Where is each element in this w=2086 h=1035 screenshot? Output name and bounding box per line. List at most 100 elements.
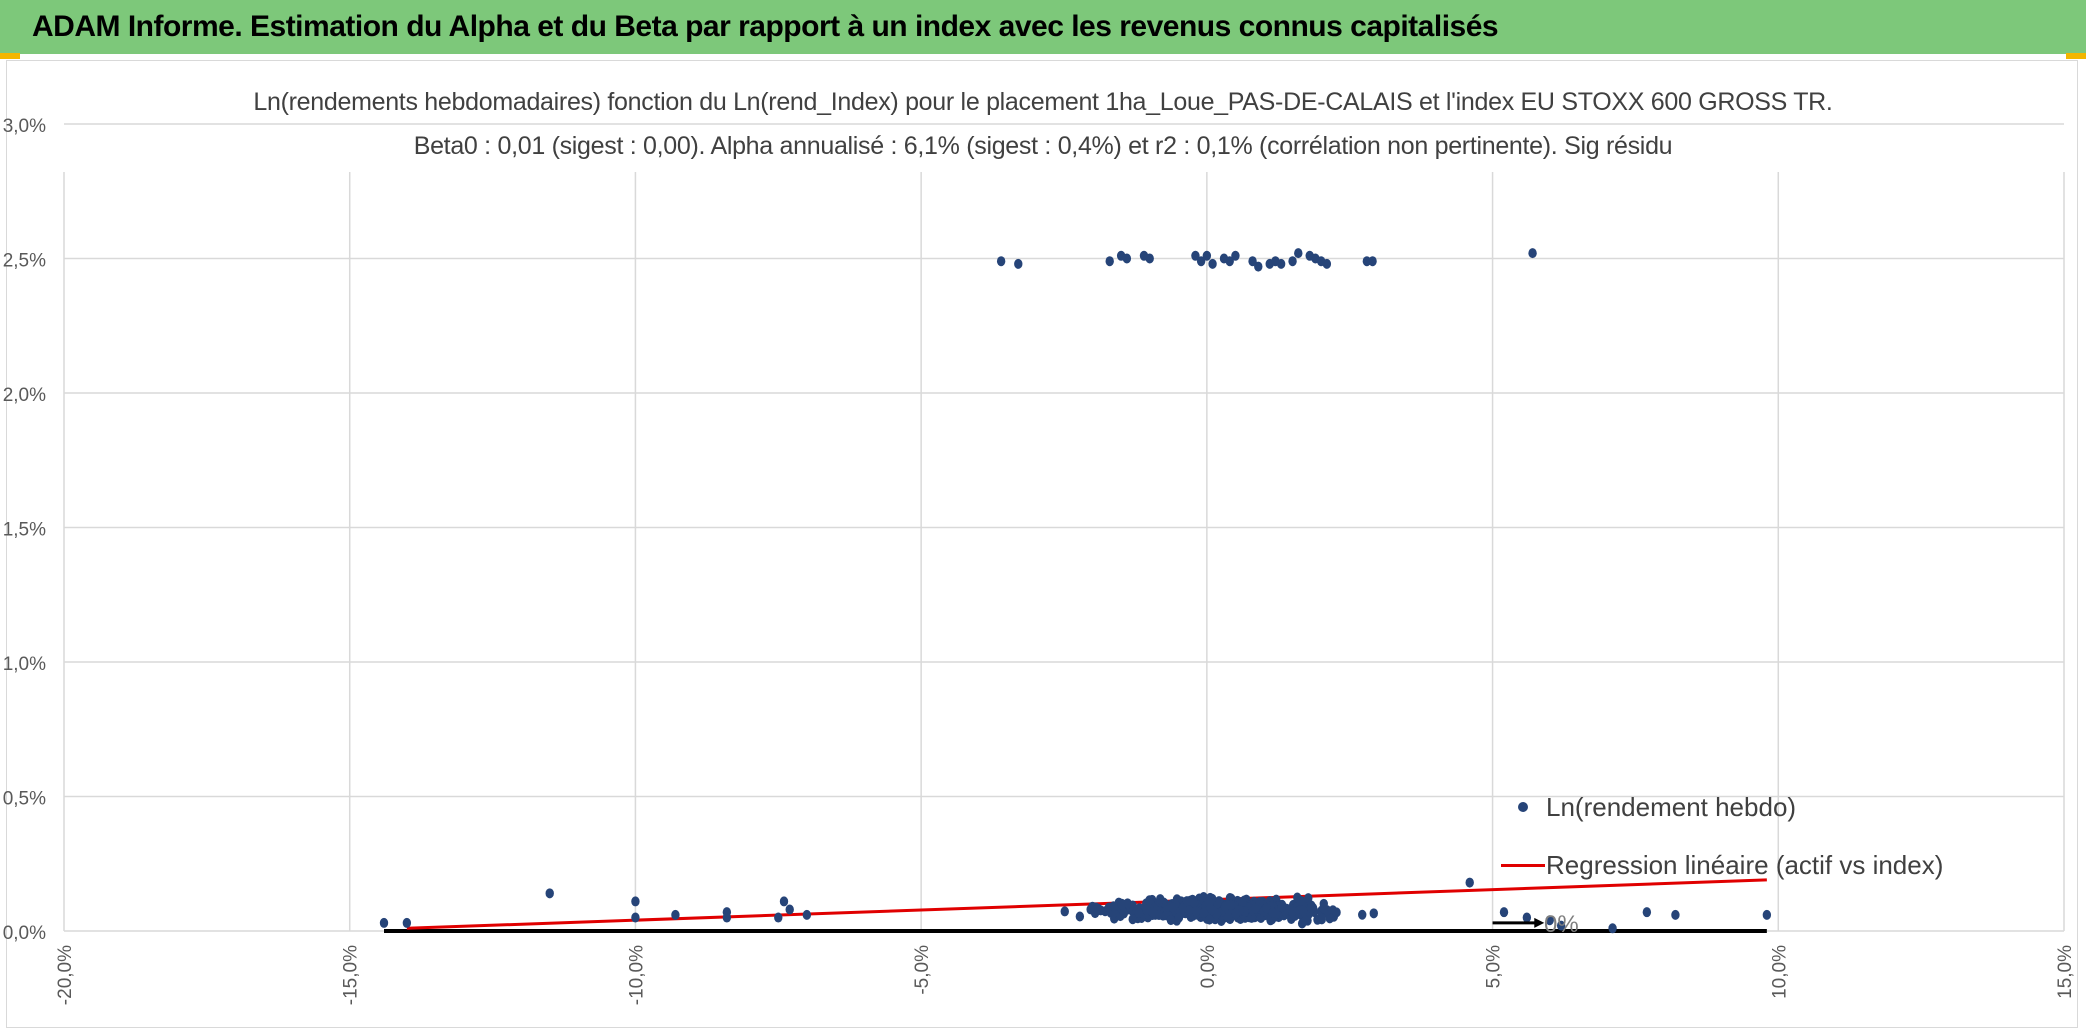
x-tick-label: -15,0% [341, 945, 362, 1005]
y-tick-label: 2,0% [3, 385, 46, 406]
legend: Ln(rendement hebdo) Regression linéaire … [1500, 778, 1943, 894]
cloud-point [1223, 912, 1233, 923]
outlier-point [379, 917, 389, 928]
chart-frame [6, 60, 2078, 1028]
y-tick-label: 1,5% [3, 520, 46, 541]
cloud-point [1226, 899, 1236, 910]
legend-label-regression: Regression linéaire (actif vs index) [1546, 849, 1944, 880]
cloud-point [1231, 908, 1240, 919]
cloud-point [1199, 907, 1208, 918]
high-point [1231, 250, 1240, 261]
cloud-point [1185, 905, 1194, 916]
cloud-point [1168, 902, 1177, 913]
outlier-point [1608, 923, 1617, 934]
high-point [1248, 256, 1257, 267]
cloud-point [1178, 903, 1187, 914]
outlier-point [545, 888, 554, 899]
cloud-point [1277, 902, 1286, 913]
y-tick-label: 0,0% [3, 923, 46, 944]
x-tick-label: 10,0% [1769, 945, 1790, 999]
legend-label-points: Ln(rendement hebdo) [1546, 791, 1797, 822]
cloud-point [1207, 904, 1217, 915]
cloud-point [1204, 896, 1213, 907]
report-banner: ADAM Informe. Estimation du Alpha et du … [0, 0, 2086, 54]
high-point [1368, 256, 1377, 267]
cloud-point [1189, 897, 1199, 908]
x-tick-label: 15,0% [2055, 945, 2076, 999]
cloud-point [1060, 906, 1069, 917]
zero-line-label: 0% [1544, 911, 1579, 938]
cloud-point [1325, 913, 1334, 924]
cloud-point [1251, 903, 1260, 914]
cloud-point [1155, 894, 1165, 905]
cloud-point [1369, 908, 1378, 919]
cloud-point [1307, 903, 1316, 914]
cloud-point [1297, 918, 1307, 929]
outlier-point [631, 912, 640, 923]
high-point [1105, 256, 1114, 267]
y-tick-label: 2,5% [3, 251, 46, 272]
high-point [1202, 250, 1212, 261]
cloud-point [1117, 899, 1127, 910]
high-point [1196, 256, 1206, 267]
outlier-point [774, 912, 783, 923]
y-tick-label: 0,5% [3, 789, 46, 810]
x-tick-label: 5,0% [1484, 945, 1505, 988]
outlier-point [631, 896, 640, 907]
legend-line-icon [1501, 863, 1545, 867]
legend-dot-icon [1518, 802, 1528, 812]
high-point [1014, 258, 1023, 269]
cloud-point [1296, 895, 1306, 906]
high-point [1294, 248, 1303, 259]
cloud-point [1319, 903, 1328, 914]
cloud-point [1358, 909, 1367, 920]
legend-item-regression: Regression linéaire (actif vs index) [1500, 836, 1943, 894]
outlier-point [802, 909, 812, 920]
cloud-point [1166, 915, 1176, 926]
outlier-point [785, 904, 794, 915]
outlier-point [722, 912, 732, 923]
point-layer [379, 248, 1772, 934]
high-point [1254, 261, 1263, 272]
cloud-point [1174, 912, 1184, 923]
tick-layer: 0,0% 0,5% 1,0% 1,5% 2,0% 2,5% 3,0% -20,0% -15,0%… [3, 116, 2076, 1005]
high-point [996, 256, 1006, 267]
cloud-point [1298, 905, 1308, 916]
high-point [1145, 253, 1154, 264]
outlier-point [1545, 915, 1554, 926]
high-point [1288, 256, 1297, 267]
outlier-point [1522, 912, 1532, 923]
report-title: ADAM Informe. Estimation du Alpha et du … [32, 10, 1499, 43]
cloud-point [1075, 911, 1085, 922]
outlier-point [402, 917, 412, 928]
outlier-point [1671, 909, 1680, 920]
corner-accent-right [2066, 53, 2086, 59]
high-point [1208, 258, 1217, 269]
cloud-point [1304, 893, 1313, 904]
cloud-point [1332, 907, 1341, 918]
high-point [1322, 258, 1332, 269]
high-point [1122, 253, 1132, 264]
chart-subtitle: Beta0 : 0,01 (sigest : 0,00). Alpha annu… [0, 132, 2086, 161]
outlier-point [779, 896, 789, 907]
cloud-point [1088, 901, 1097, 912]
cloud-point [1119, 908, 1128, 919]
high-point [1528, 248, 1537, 259]
cloud-point [1317, 914, 1326, 925]
cloud-point [1109, 901, 1118, 912]
cloud-point [1134, 908, 1144, 919]
y-tick-label: 1,0% [3, 654, 46, 675]
cloud-point [1154, 910, 1164, 921]
corner-accent-left [0, 53, 20, 59]
outlier-point [671, 909, 680, 920]
chart-title: Ln(rendements hebdomadaires) fonction du… [0, 88, 2086, 117]
x-tick-label: -5,0% [912, 945, 933, 995]
x-tick-label: -20,0% [55, 945, 76, 1005]
outlier-point [1465, 877, 1474, 888]
outlier-point [1642, 907, 1652, 918]
cloud-point [1182, 896, 1192, 907]
cloud-point [1205, 914, 1214, 925]
cloud-point [1268, 907, 1277, 918]
y-tick-label: 3,0% [3, 116, 46, 137]
